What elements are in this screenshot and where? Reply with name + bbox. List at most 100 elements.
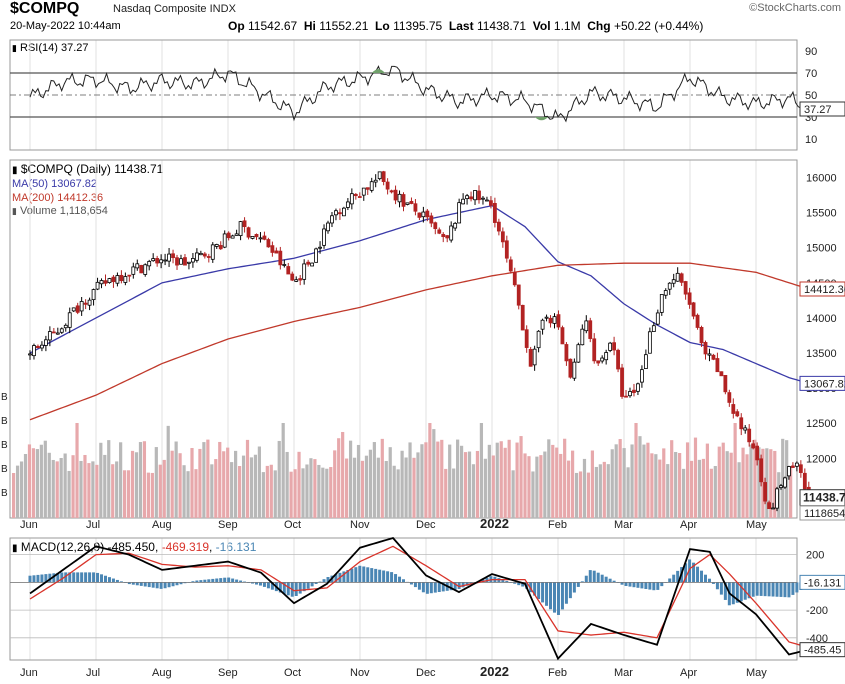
volume-bar: [689, 460, 694, 518]
volume-bar: [586, 472, 591, 518]
histogram-bar: [151, 582, 155, 588]
candle-body: [707, 353, 712, 356]
volume-bar: [507, 439, 511, 518]
change-value: +50.22 (+0.44%): [613, 19, 704, 33]
volume-bar: [749, 444, 753, 518]
index-name: Nasdaq Composite: [113, 3, 207, 15]
month-label: Sep: [218, 667, 238, 679]
histogram-bar: [40, 574, 44, 583]
histogram-bar: [48, 573, 52, 583]
histogram-bar: [457, 582, 461, 589]
candle-body: [636, 383, 640, 392]
candle-body: [377, 171, 382, 180]
volume-bar: [555, 447, 559, 518]
volume-bar: [305, 464, 309, 518]
candle-body: [461, 198, 466, 205]
histogram-bar: [342, 571, 346, 583]
candle-body: [675, 272, 680, 282]
histogram-bar: [715, 582, 719, 590]
low-label: Lo: [375, 19, 390, 33]
histogram-bar: [398, 576, 402, 583]
candle-body: [453, 222, 458, 229]
candle-body: [234, 233, 239, 236]
candle-body: [43, 339, 48, 346]
histogram-bar: [195, 580, 199, 583]
histogram-bar: [608, 578, 612, 583]
histogram-bar: [648, 582, 652, 590]
volume-bar: [329, 467, 333, 518]
volume-bar: [547, 439, 551, 518]
histogram-bar: [163, 582, 167, 589]
histogram-bar: [584, 575, 588, 583]
candle-body: [28, 353, 32, 356]
candle-body: [783, 477, 787, 488]
histogram-bar: [362, 566, 366, 583]
candle-body: [798, 464, 803, 473]
volume-bar: [713, 466, 717, 518]
histogram-bar: [791, 582, 795, 595]
candle-body: [759, 458, 764, 483]
candle-body: [326, 222, 330, 232]
candle-body: [36, 345, 40, 349]
volume-bar: [142, 441, 147, 518]
histogram-bar: [711, 582, 715, 584]
histogram-bar: [703, 574, 707, 583]
candle-body: [298, 278, 303, 281]
signal-line: [29, 545, 806, 648]
candle-body: [306, 261, 311, 265]
volume-bar: [43, 440, 47, 518]
histogram-bar: [310, 582, 314, 587]
candle-body: [763, 482, 767, 502]
volume-bar: [483, 458, 487, 518]
macd-icon: ▮: [12, 543, 18, 554]
volume-bar: [475, 450, 480, 518]
candle-body: [230, 235, 235, 239]
volume-bar: [725, 451, 729, 518]
signal-legend-value: -469.319: [161, 540, 209, 554]
volume-bar: [535, 456, 539, 518]
candle-body: [433, 222, 438, 230]
volume-bar: [23, 454, 28, 518]
candle-body: [139, 265, 144, 274]
open-value: 11542.67: [248, 19, 298, 33]
volume-bar: [634, 423, 638, 518]
histogram-bar: [787, 582, 791, 598]
month-label: Oct: [284, 519, 301, 531]
candle-body: [349, 193, 354, 205]
histogram-bar: [433, 582, 437, 593]
histogram-bar: [251, 582, 255, 584]
candle-body: [449, 225, 454, 241]
candle-body: [385, 181, 390, 190]
volume-bar: [95, 464, 99, 518]
volume-bar: [230, 462, 234, 518]
histogram-bar: [135, 582, 139, 586]
volume-label: Vol: [532, 19, 551, 33]
candle-body: [699, 327, 704, 344]
histogram-bar: [624, 582, 628, 586]
volume-bar: [666, 464, 670, 518]
candle-body: [441, 234, 446, 238]
candle-body: [647, 331, 652, 354]
volume-bar: [337, 438, 341, 518]
histogram-bar: [127, 582, 131, 585]
volume-bar: [705, 443, 709, 518]
volume-bar: [380, 438, 384, 518]
volume-bar: [456, 439, 460, 518]
volume-bar: [503, 447, 507, 518]
histogram-bar: [239, 580, 243, 583]
histogram-bar: [739, 582, 743, 602]
volume-bar: [761, 448, 765, 518]
histogram-bar: [469, 582, 473, 585]
histogram-bar: [28, 575, 32, 583]
volume-bar: [67, 470, 71, 518]
candle-body: [663, 290, 668, 296]
histogram-bar: [143, 582, 147, 587]
rsi-legend: ▮ RSI(14) 37.27: [12, 42, 89, 54]
candle-body: [739, 417, 744, 430]
candle-body: [210, 244, 215, 260]
candle-body: [222, 233, 227, 248]
ma50-value-box: [799, 375, 845, 391]
high-label: Hi: [303, 19, 316, 33]
histogram-bar: [88, 572, 92, 583]
histogram-bar: [294, 582, 298, 596]
